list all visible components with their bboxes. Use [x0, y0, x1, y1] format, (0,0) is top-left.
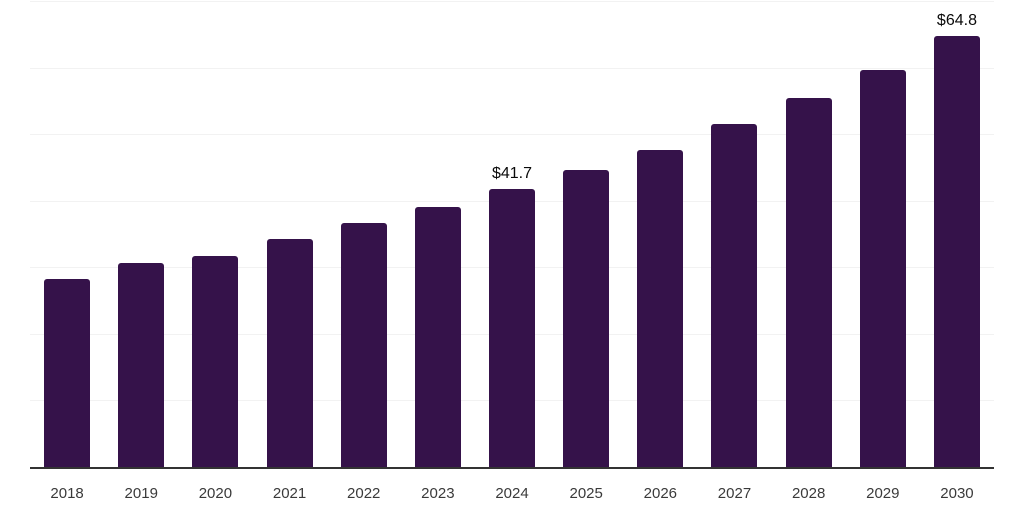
x-tick-label-2030: 2030	[940, 485, 974, 502]
bar-2023	[414, 206, 461, 467]
x-tick-label-2022: 2022	[347, 485, 381, 502]
x-tick-label-2025: 2025	[569, 485, 603, 502]
bar-slot-2021	[252, 1, 326, 467]
x-tick-label-2020: 2020	[198, 485, 233, 502]
bar-slot-2022	[327, 1, 401, 467]
bar-slot-2023	[401, 1, 475, 467]
bar-slot-2028	[772, 1, 846, 467]
bar-2030	[933, 35, 980, 467]
bar-slot-2025	[549, 1, 623, 467]
bar-2018	[44, 278, 91, 467]
bar-2027	[711, 124, 758, 467]
bar-value-label-2030: $64.8	[936, 11, 977, 29]
x-axis-labels: 2018 2019 2020 2021 2022 2023 2024 2025 2026 2027…	[30, 471, 994, 512]
x-tick-label-2027: 2027	[717, 485, 752, 502]
x-tick-label-2024: 2024	[495, 485, 529, 502]
x-tick-label-2023: 2023	[421, 485, 455, 502]
x-tick-label-2026: 2026	[643, 485, 678, 502]
bar-2029	[859, 69, 906, 467]
bar-slot-2030: $64.8	[920, 1, 994, 467]
x-tick-label-2029: 2029	[866, 485, 900, 502]
gridline	[30, 67, 994, 69]
gridline	[30, 1, 994, 2]
bar-slot-2027	[697, 1, 771, 467]
bar-2024	[489, 189, 536, 467]
bar-slot-2018	[30, 1, 104, 467]
bar-2026	[637, 150, 684, 467]
bar-2019	[118, 262, 165, 467]
bar-slot-2029	[846, 1, 920, 467]
bar-2020	[192, 255, 239, 467]
gridline	[30, 134, 994, 136]
x-tick-label-2028: 2028	[791, 485, 826, 502]
bar-slot-2024: $41.7	[475, 1, 549, 467]
bar-slot-2020	[178, 1, 252, 467]
bar-2022	[340, 222, 387, 467]
bar-2028	[785, 97, 832, 467]
bar-2025	[563, 170, 610, 467]
bar-slot-2026	[623, 1, 697, 467]
bar-value-label-2024: $41.7	[491, 165, 533, 183]
x-tick-label-2019: 2019	[124, 485, 158, 502]
bar-slot-2019	[104, 1, 178, 467]
x-tick-label-2018: 2018	[50, 485, 84, 502]
bar-2021	[266, 238, 313, 467]
x-tick-label-2021: 2021	[272, 485, 307, 502]
plot-area: $41.7 $64.8	[30, 1, 994, 469]
bars-row: $41.7 $64.8	[30, 1, 994, 467]
